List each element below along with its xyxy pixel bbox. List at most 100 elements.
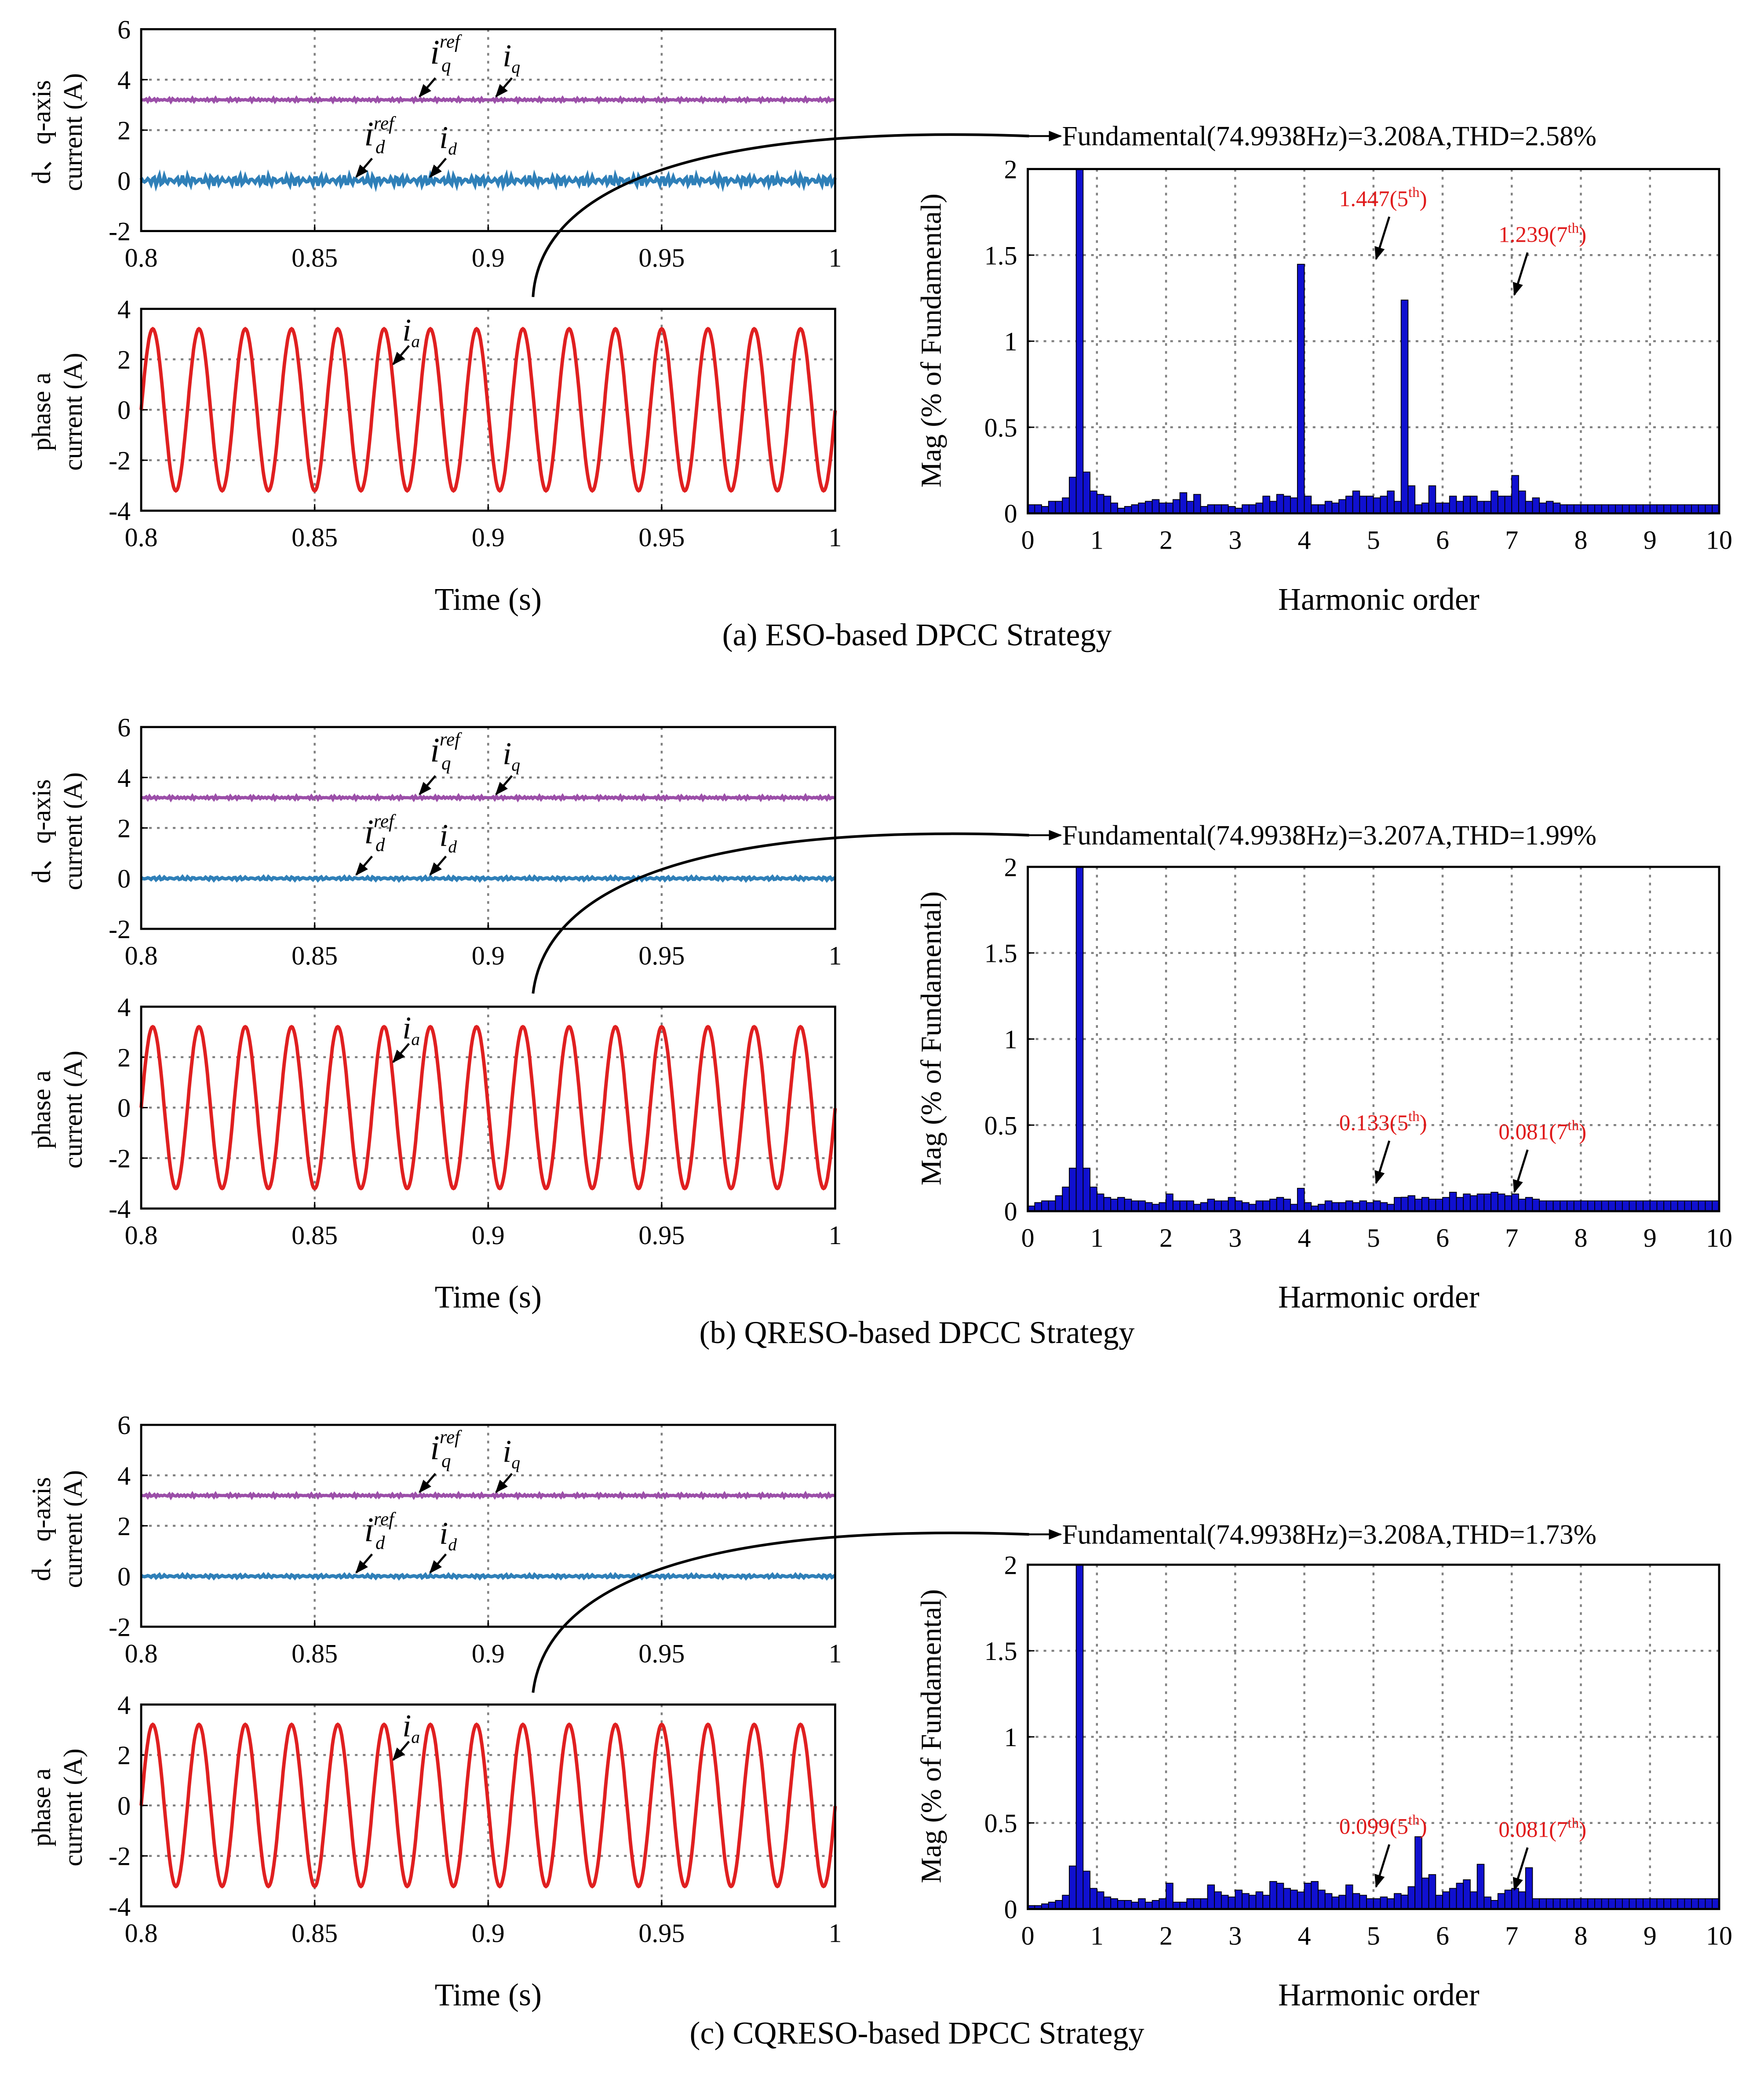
- x-tick-label: 1: [828, 941, 842, 970]
- harmonic-bar: [1144, 1202, 1153, 1212]
- x-tick-label: 7: [1505, 1922, 1518, 1951]
- harmonic-bar: [1442, 1891, 1450, 1910]
- time-xlabel-c: Time (s): [435, 1977, 542, 2013]
- harmonic-bar: [1435, 1198, 1443, 1212]
- harmonic-bar: [1428, 1198, 1436, 1212]
- harmonic-bar: [1705, 1200, 1713, 1212]
- annotation-arrow: [419, 77, 437, 98]
- dq-ylabel-line1-a: d、q-axis: [27, 80, 56, 184]
- y-tick-label: 4: [117, 993, 131, 1022]
- harmonic-bar: [1580, 1200, 1589, 1212]
- x-tick-label: 10: [1706, 1223, 1732, 1252]
- harmonic-bar: [1359, 1895, 1367, 1910]
- harmonic-bar: [1193, 494, 1201, 514]
- harmonic-bar: [1580, 504, 1589, 514]
- y-tick-label: 4: [117, 66, 131, 95]
- harmonic-bar: [1476, 501, 1485, 514]
- harmonic-bar: [1643, 1200, 1651, 1212]
- y-tick-label: 1.5: [984, 241, 1017, 270]
- harmonic-bar: [1311, 504, 1319, 514]
- harmonic-bar: [1560, 1898, 1567, 1910]
- x-tick-label: 10: [1706, 526, 1732, 555]
- harmonic-bar: [1090, 490, 1097, 514]
- harmonic-bar: [1698, 1898, 1706, 1910]
- label-iq: iq: [503, 736, 520, 775]
- harmonic-bar: [1663, 1200, 1671, 1212]
- harmonic-bar: [1041, 1200, 1049, 1212]
- annotation-arrow: [1374, 1844, 1391, 1888]
- harmonic-bar: [1663, 1898, 1671, 1910]
- harmonic-bar: [1525, 1197, 1533, 1212]
- harmonic-bar: [1545, 1200, 1554, 1212]
- harmonic-bar: [1483, 1896, 1491, 1910]
- harmonic-bar: [1414, 504, 1422, 514]
- harmonic-bar: [1082, 471, 1090, 514]
- harmonic-bar: [1663, 504, 1671, 514]
- harmonic-bar: [1069, 477, 1077, 514]
- annotation-arrow: [419, 775, 437, 796]
- harmonic-bar: [1553, 1200, 1561, 1212]
- harmonic-ylabel-b: Mag (% of Fundamental): [915, 891, 948, 1185]
- harmonic-bar: [1304, 1882, 1312, 1910]
- fundamental-text-b: Fundamental(74.9938Hz)=3.207A,THD=1.99%: [1062, 820, 1596, 851]
- harmonic-bar: [1144, 501, 1153, 514]
- series-line-id: [140, 874, 836, 883]
- harmonic-bar: [1152, 1900, 1160, 1910]
- harmonic-bar: [1172, 499, 1181, 514]
- harmonic-bar: [1297, 264, 1305, 514]
- harmonic-bar: [1110, 502, 1118, 514]
- annotation-arrow: [495, 1473, 513, 1493]
- harmonic-bar: [1290, 497, 1298, 514]
- harmonic-bar: [1166, 1882, 1174, 1910]
- harmonic-bar: [1090, 1187, 1097, 1212]
- y-tick-label: 0: [117, 1791, 131, 1820]
- harmonic-bar: [1269, 501, 1277, 514]
- x-tick-label: 0.85: [292, 1919, 338, 1948]
- harmonic-bar: [1622, 1898, 1630, 1910]
- harmonic-bar: [1200, 1202, 1208, 1212]
- harmonic-bar: [1594, 1200, 1602, 1212]
- y-tick-label: 0: [117, 167, 131, 196]
- harmonic-bar: [1601, 1898, 1609, 1910]
- phase-current-plot-c: 0.8 0.85 0.9 0.95 1 -4 -2 0 2 4 ia: [109, 1690, 842, 1947]
- x-tick-label: 0.85: [292, 941, 338, 970]
- harmonic-bar: [1380, 495, 1388, 514]
- x-tick-label: 0.8: [125, 1221, 158, 1250]
- harmonic-bar: [1380, 1896, 1388, 1910]
- harmonic-bar: [1470, 495, 1478, 514]
- harmonic-bar: [1255, 502, 1264, 514]
- plot-frame: [1027, 168, 1720, 515]
- harmonic-bar: [1400, 1197, 1409, 1212]
- x-tick-label: 0.85: [292, 244, 338, 273]
- x-tick-label: 0.95: [638, 941, 685, 970]
- y-tick-label: -2: [109, 1144, 131, 1173]
- harmonic-bar: [1318, 504, 1326, 514]
- harmonic-bar: [1166, 1194, 1174, 1212]
- harmonic-bar: [1373, 497, 1381, 514]
- label-id-ref: iref d: [364, 113, 396, 157]
- harmonic-bar: [1269, 1881, 1277, 1910]
- harmonic-bar: [1539, 1898, 1547, 1910]
- caption-c: (c) CQRESO-based DPCC Strategy: [690, 2016, 1144, 2051]
- harmonic-bar: [1248, 504, 1257, 514]
- dq-current-plot-a: 0.8 0.85 0.9 0.95 1 -2 0 2 4 6 iref q iq iref d id: [109, 15, 842, 272]
- annotation-arrow: [1374, 1140, 1391, 1184]
- harmonic-bar: [1684, 504, 1692, 514]
- harmonic-bar: [1110, 1198, 1118, 1212]
- harmonic-bar: [1345, 1884, 1353, 1910]
- harmonic-bar: [1643, 1898, 1651, 1910]
- harmonic-bar: [1449, 1192, 1457, 1212]
- harmonic-bar: [1034, 1202, 1042, 1212]
- harmonic-bar: [1553, 1898, 1561, 1910]
- annotation-arrow: [419, 1473, 437, 1493]
- annotation-label: 0.081(7th): [1498, 1117, 1586, 1144]
- harmonic-bar: [1331, 1202, 1340, 1212]
- harmonic-bar: [1138, 502, 1146, 514]
- harmonic-bar: [1476, 1194, 1485, 1212]
- harmonic-bar: [1435, 1895, 1443, 1910]
- harmonic-bar: [1532, 1198, 1540, 1212]
- series-line-ia: [139, 327, 837, 493]
- label-ia: ia: [402, 1010, 420, 1049]
- harmonic-bar: [1069, 1168, 1077, 1212]
